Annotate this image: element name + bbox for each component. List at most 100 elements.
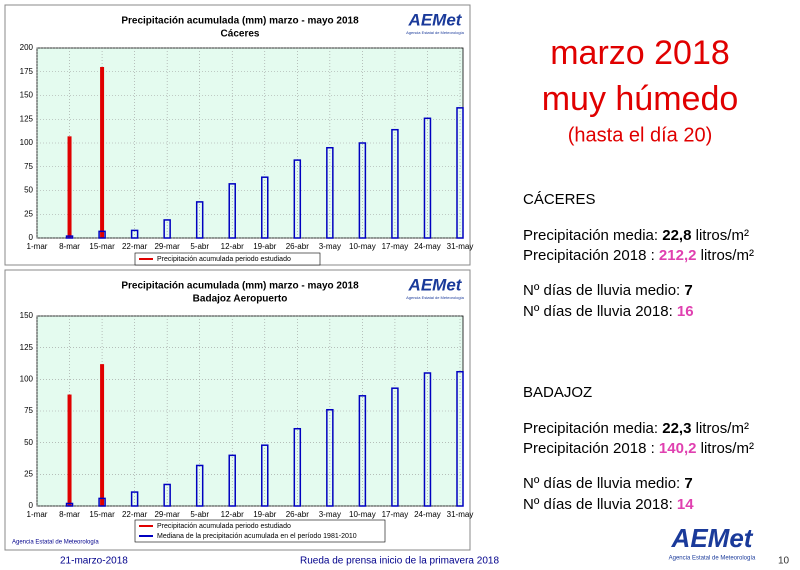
info-part: Precipitación 2018 : xyxy=(523,247,659,264)
info-line: Precipitación media: 22,3 litros/m² xyxy=(523,420,749,437)
x-tick-label: 10-may xyxy=(349,510,376,519)
bar xyxy=(358,142,367,239)
x-tick-label: 17-may xyxy=(382,242,409,251)
subheading: (hasta el día 20) xyxy=(568,124,713,146)
x-tick-label: 26-abr xyxy=(286,510,309,519)
y-tick-label: 50 xyxy=(24,438,33,447)
y-tick-label: 50 xyxy=(24,186,33,195)
x-tick-label: 24-may xyxy=(414,510,441,519)
y-tick-label: 0 xyxy=(29,233,34,242)
x-tick-label: 29-mar xyxy=(154,242,180,251)
x-tick-label: 8-mar xyxy=(59,510,80,519)
bar xyxy=(67,136,72,238)
x-tick-label: 12-abr xyxy=(221,242,244,251)
x-tick-label: 1-mar xyxy=(27,242,48,251)
x-tick-label: 15-mar xyxy=(89,242,115,251)
x-tick-label: 3-may xyxy=(319,242,341,251)
y-tick-label: 75 xyxy=(24,406,33,415)
x-tick-label: 24-may xyxy=(414,242,441,251)
info-part: Precipitación media: xyxy=(523,420,662,437)
y-tick-label: 25 xyxy=(24,209,33,218)
page-number: 10 xyxy=(778,556,790,567)
info-part: 7 xyxy=(684,282,692,299)
x-tick-label: 22-mar xyxy=(122,510,148,519)
chart-subtitle: Cáceres xyxy=(221,29,260,40)
bar xyxy=(261,444,269,507)
bar xyxy=(130,229,139,239)
y-tick-label: 100 xyxy=(20,138,34,147)
legend-label: Precipitación acumulada periodo estudiad… xyxy=(157,523,291,530)
bar xyxy=(228,454,236,507)
bar xyxy=(98,497,106,507)
bar xyxy=(358,395,367,507)
info-part: Nº días de lluvia 2018: xyxy=(523,303,677,320)
bar xyxy=(98,230,106,239)
x-tick-label: 12-abr xyxy=(221,510,244,519)
bar xyxy=(65,502,74,507)
x-tick-label: 5-abr xyxy=(190,510,209,519)
y-tick-label: 25 xyxy=(24,469,33,478)
logo: AEMet xyxy=(671,523,754,553)
y-tick-label: 150 xyxy=(20,91,34,100)
bar xyxy=(65,235,74,239)
x-tick-label: 1-mar xyxy=(27,510,48,519)
bar xyxy=(456,107,464,239)
info-part: 14 xyxy=(677,496,694,513)
x-tick-label: 5-abr xyxy=(190,242,209,251)
footer-date: 21-marzo-2018 xyxy=(60,556,128,567)
y-tick-label: 0 xyxy=(29,501,34,510)
info-part: Precipitación media: xyxy=(523,227,662,244)
legend-label: Precipitación acumulada periodo estudiad… xyxy=(157,256,291,263)
bar xyxy=(326,408,334,507)
bar xyxy=(326,147,334,239)
x-tick-label: 29-mar xyxy=(154,510,180,519)
legend-label: Mediana de la precipitación acumulada en… xyxy=(157,533,357,540)
x-tick-label: 8-mar xyxy=(59,242,80,251)
footer-event: Rueda de prensa inicio de la primavera 2… xyxy=(300,556,499,567)
bar xyxy=(163,483,171,507)
info-part: 16 xyxy=(677,303,694,320)
bar xyxy=(293,159,302,239)
y-tick-label: 75 xyxy=(24,162,33,171)
logo: AEMet xyxy=(408,275,463,294)
info-part: litros/m² xyxy=(691,420,749,437)
y-tick-label: 125 xyxy=(20,343,34,352)
info-line: Nº días de lluvia medio: 7 xyxy=(523,475,693,492)
x-tick-label: 19-abr xyxy=(253,510,276,519)
x-tick-label: 31-may xyxy=(447,510,474,519)
info-part: Nº días de lluvia medio: xyxy=(523,282,684,299)
bar xyxy=(130,491,139,507)
info-part: litros/m² xyxy=(691,227,749,244)
y-tick-label: 150 xyxy=(20,311,34,320)
bar xyxy=(423,117,432,239)
logo-caption: Agencia Estatal de Meteorología xyxy=(406,295,465,300)
x-tick-label: 26-abr xyxy=(286,242,309,251)
y-tick-label: 175 xyxy=(20,67,34,76)
bar xyxy=(391,128,399,239)
section-title: CÁCERES xyxy=(523,191,596,208)
logo-caption: Agencia Estatal de Meteorología xyxy=(12,540,99,546)
x-tick-label: 3-may xyxy=(319,510,341,519)
heading: marzo 2018 xyxy=(550,34,730,72)
info-part: 212,2 xyxy=(659,247,697,264)
info-part: 22,3 xyxy=(662,420,691,437)
info-part: 140,2 xyxy=(659,440,697,457)
info-part: Nº días de lluvia medio: xyxy=(523,475,684,492)
info-part: Precipitación 2018 : xyxy=(523,440,659,457)
bar xyxy=(100,67,105,238)
info-line: Nº días de lluvia medio: 7 xyxy=(523,282,693,299)
logo-caption: Agencia Estatal de Meteorología xyxy=(669,556,756,562)
bar xyxy=(391,387,399,507)
y-tick-label: 200 xyxy=(20,43,34,52)
info-line: Precipitación 2018 : 140,2 litros/m² xyxy=(523,440,754,457)
x-tick-label: 31-may xyxy=(447,242,474,251)
bar xyxy=(293,427,302,507)
bar xyxy=(456,370,464,507)
info-line: Precipitación media: 22,8 litros/m² xyxy=(523,227,749,244)
info-line: Nº días de lluvia 2018: 16 xyxy=(523,303,694,320)
chart-subtitle: Badajoz Aeropuerto xyxy=(193,294,288,305)
info-line: Precipitación 2018 : 212,2 litros/m² xyxy=(523,247,754,264)
logo-caption: Agencia Estatal de Meteorología xyxy=(406,30,465,35)
